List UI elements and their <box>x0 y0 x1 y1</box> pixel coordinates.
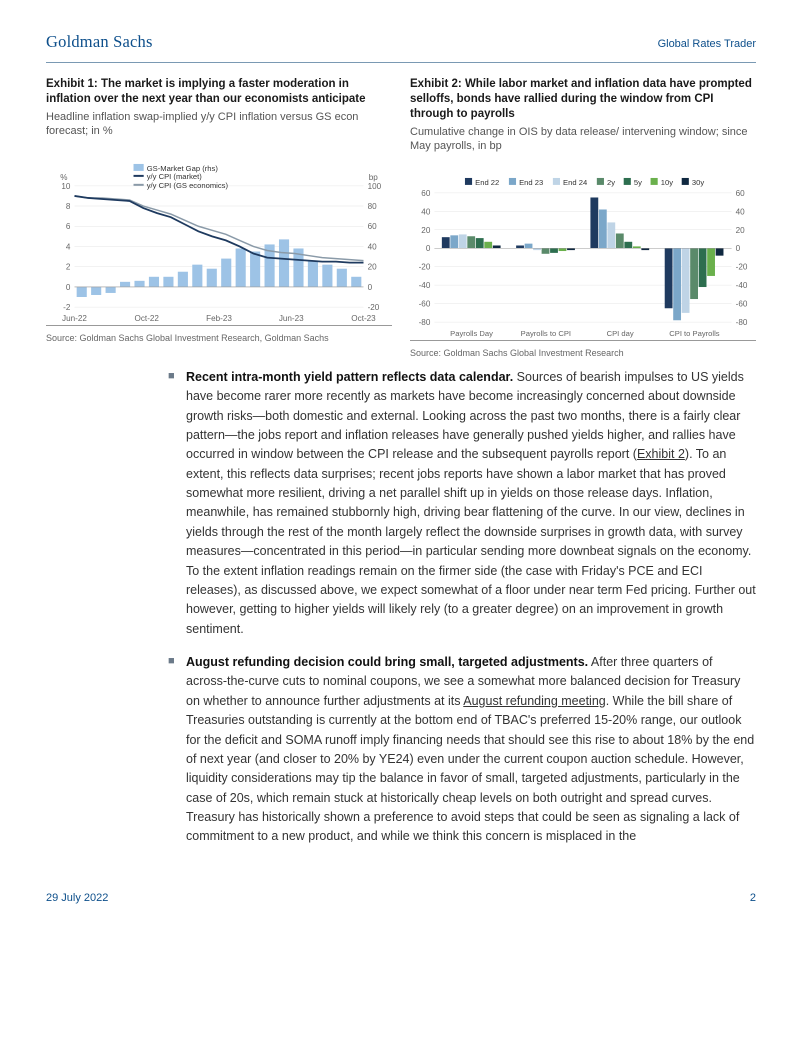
svg-text:10y: 10y <box>661 178 674 187</box>
svg-text:40: 40 <box>736 207 746 216</box>
bullet-2-text: August refunding decision could bring sm… <box>186 653 756 847</box>
svg-text:bp: bp <box>369 173 379 182</box>
bullet-2-link[interactable]: August refunding meeting <box>463 694 605 708</box>
exhibit-1-source: Source: Goldman Sachs Global Investment … <box>46 330 392 345</box>
bullet-2: ■ August refunding decision could bring … <box>168 653 756 847</box>
svg-text:20: 20 <box>736 226 746 235</box>
svg-text:Jun-23: Jun-23 <box>279 314 304 323</box>
page-header: Goldman Sachs Global Rates Trader <box>46 30 756 63</box>
exhibit-2-source: Source: Goldman Sachs Global Investment … <box>410 345 756 360</box>
svg-text:6: 6 <box>66 222 71 231</box>
svg-text:End 24: End 24 <box>563 178 587 187</box>
svg-text:%: % <box>60 173 67 182</box>
svg-text:0: 0 <box>368 283 373 292</box>
body-content: ■ Recent intra-month yield pattern refle… <box>168 368 756 847</box>
svg-text:Oct-22: Oct-22 <box>135 314 160 323</box>
svg-text:-20: -20 <box>419 263 431 272</box>
svg-text:-80: -80 <box>736 318 748 327</box>
svg-text:Jun-22: Jun-22 <box>62 314 87 323</box>
svg-text:Feb-23: Feb-23 <box>206 314 232 323</box>
svg-text:60: 60 <box>421 189 431 198</box>
svg-text:-40: -40 <box>419 281 431 290</box>
exhibit-1-title: Exhibit 1: The market is implying a fast… <box>46 77 392 107</box>
bullet-marker: ■ <box>168 653 186 847</box>
svg-text:60: 60 <box>368 222 378 231</box>
svg-text:CPI day: CPI day <box>607 329 634 338</box>
svg-text:-20: -20 <box>736 263 748 272</box>
exhibit-1: Exhibit 1: The market is implying a fast… <box>46 77 392 360</box>
bullet-1-lead: Recent intra-month yield pattern reflect… <box>186 370 513 384</box>
svg-text:40: 40 <box>368 242 378 251</box>
bullet-1-link[interactable]: Exhibit 2 <box>637 447 685 461</box>
page-footer: 29 July 2022 2 <box>46 861 756 907</box>
exhibits-row: Exhibit 1: The market is implying a fast… <box>46 77 756 360</box>
exhibit-2-chart: -80 -80 -60 -60 -40 -40 -20 -20 0 0 20 20 40 40 60 60 Pa… <box>410 171 756 341</box>
bullet-1-body-b: ). To an extent, this reflects data surp… <box>186 447 756 635</box>
svg-text:End 23: End 23 <box>519 178 543 187</box>
svg-text:Payrolls to CPI: Payrolls to CPI <box>521 329 571 338</box>
svg-text:-80: -80 <box>419 318 431 327</box>
exhibit-2-title: Exhibit 2: While labor market and inflat… <box>410 77 756 122</box>
svg-text:-20: -20 <box>368 303 380 312</box>
svg-text:30y: 30y <box>692 178 705 187</box>
svg-text:y/y CPI (GS economics): y/y CPI (GS economics) <box>147 181 229 190</box>
svg-text:-2: -2 <box>63 303 71 312</box>
svg-text:0: 0 <box>66 283 71 292</box>
svg-text:20: 20 <box>368 263 378 272</box>
svg-text:0: 0 <box>736 244 741 253</box>
svg-text:2y: 2y <box>607 178 615 187</box>
svg-text:-60: -60 <box>736 299 748 308</box>
bullet-2-body-b: . While the bill share of Treasuries out… <box>186 694 754 844</box>
svg-text:60: 60 <box>736 189 746 198</box>
svg-text:10: 10 <box>61 182 71 191</box>
svg-text:2: 2 <box>66 263 71 272</box>
svg-text:Payrolls Day: Payrolls Day <box>450 329 493 338</box>
bullet-marker: ■ <box>168 368 186 639</box>
doc-type: Global Rates Trader <box>658 37 756 53</box>
svg-text:80: 80 <box>368 202 378 211</box>
svg-text:y/y CPI (market): y/y CPI (market) <box>147 172 203 181</box>
exhibit-1-subtitle: Headline inflation swap-implied y/y CPI … <box>46 110 392 150</box>
svg-text:20: 20 <box>421 226 431 235</box>
bullet-1: ■ Recent intra-month yield pattern refle… <box>168 368 756 639</box>
exhibit-2-subtitle: Cumulative change in OIS by data release… <box>410 125 756 165</box>
svg-text:CPI to Payrolls: CPI to Payrolls <box>669 329 720 338</box>
exhibit-1-chart: -2 -20 0 0 2 20 4 40 6 60 8 80 10 100% bp Jun-22 Oct-22 F… <box>46 156 392 326</box>
footer-date: 29 July 2022 <box>46 891 108 907</box>
bullet-2-lead: August refunding decision could bring sm… <box>186 655 588 669</box>
footer-page: 2 <box>750 891 756 907</box>
svg-text:0: 0 <box>426 244 431 253</box>
exhibit-2: Exhibit 2: While labor market and inflat… <box>410 77 756 360</box>
svg-text:40: 40 <box>421 207 431 216</box>
svg-text:4: 4 <box>66 242 71 251</box>
svg-text:8: 8 <box>66 202 71 211</box>
svg-text:-60: -60 <box>419 299 431 308</box>
svg-text:Oct-23: Oct-23 <box>351 314 376 323</box>
svg-text:End 22: End 22 <box>475 178 499 187</box>
svg-text:100: 100 <box>368 182 382 191</box>
svg-text:-40: -40 <box>736 281 748 290</box>
svg-text:5y: 5y <box>634 178 642 187</box>
brand-name: Goldman Sachs <box>46 30 153 54</box>
bullet-1-text: Recent intra-month yield pattern reflect… <box>186 368 756 639</box>
